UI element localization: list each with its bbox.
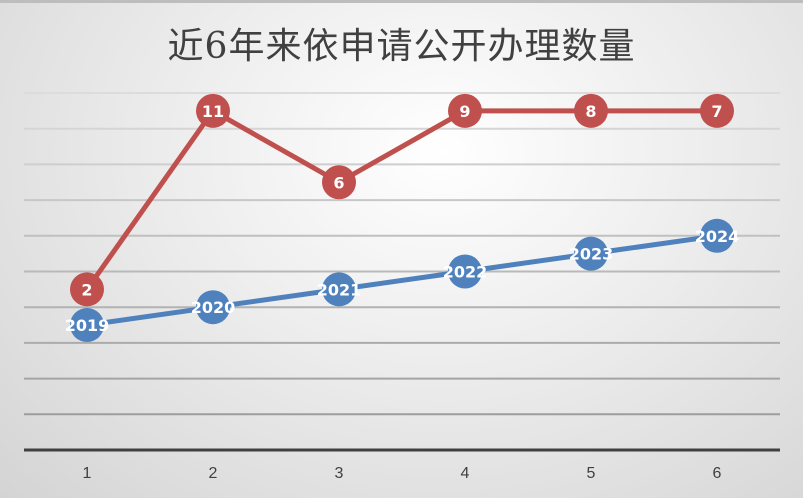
data-point [322,165,356,200]
chart-title: 近6年来依申请公开办理数量 [167,26,636,67]
data-point [70,272,104,307]
data-label: 9 [459,102,470,121]
data-label: 2 [81,280,92,299]
data-point [322,272,356,307]
series-line [86,233,718,328]
series-line [84,108,717,291]
data-point [448,93,482,128]
x-tick-label: 3 [335,465,344,482]
data-label: 6 [333,173,344,192]
data-label: 8 [585,102,596,121]
data-label: 7 [711,102,722,121]
x-tick-label: 1 [83,465,92,482]
data-label: 2022 [443,263,488,282]
data-point [574,236,608,271]
data-point [70,308,104,343]
data-label: 2024 [695,227,740,246]
x-tick-label: 4 [461,465,470,482]
data-point [700,93,734,128]
data-label: 2021 [317,280,362,299]
x-tick-label: 6 [713,465,722,482]
plot-area: 1 2 3 4 5 6 2019 2020 2021 2022 2023 2024 2 11 6 9 8 7 [24,92,780,482]
data-label: 2023 [569,245,614,264]
x-tick-label: 2 [209,465,218,482]
data-point [196,290,230,325]
data-label: 2020 [191,298,236,317]
data-label: 11 [202,102,224,121]
data-label: 2019 [65,316,110,335]
data-point [196,93,230,128]
data-point [700,218,734,253]
x-tick-label: 5 [587,465,596,482]
data-point [574,93,608,128]
data-point [448,254,482,289]
